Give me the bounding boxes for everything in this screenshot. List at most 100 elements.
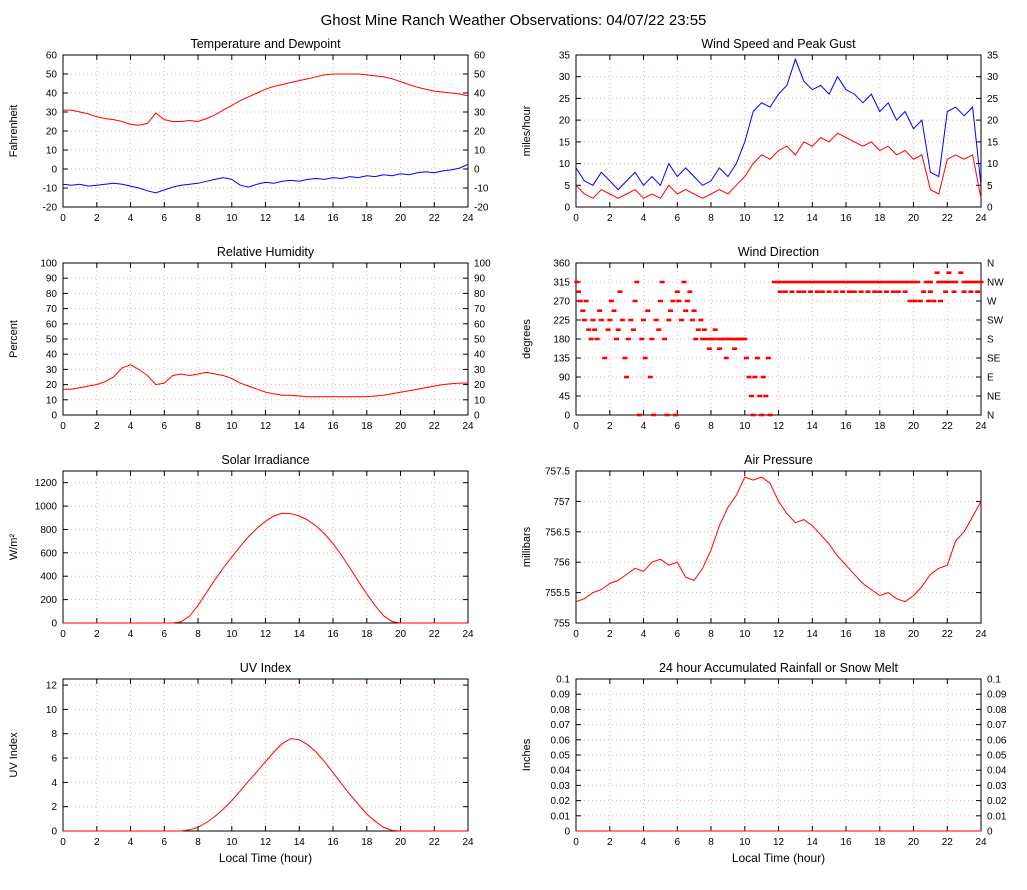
svg-text:50: 50 bbox=[45, 70, 57, 81]
svg-text:4: 4 bbox=[127, 213, 133, 224]
chart-solar-irradiance: Solar Irradiance 0 2 4 6 8 10 12 14 16 18 20 22 24 0 20… bbox=[3, 451, 508, 657]
svg-text:millibars: millibars bbox=[521, 526, 533, 567]
svg-text:35: 35 bbox=[558, 51, 570, 62]
svg-text:2: 2 bbox=[94, 421, 100, 432]
svg-text:0: 0 bbox=[573, 837, 579, 848]
svg-text:10: 10 bbox=[226, 213, 238, 224]
svg-text:30: 30 bbox=[558, 72, 570, 83]
svg-text:0.07: 0.07 bbox=[550, 720, 570, 731]
svg-text:30: 30 bbox=[474, 365, 486, 376]
svg-text:50: 50 bbox=[45, 335, 57, 346]
svg-text:10: 10 bbox=[739, 837, 751, 848]
svg-text:757.5: 757.5 bbox=[544, 467, 569, 478]
svg-text:45: 45 bbox=[558, 392, 570, 403]
chart-temperature-dewpoint: Temperature and Dewpoint 0 2 4 6 8 10 12 14 16 18 2… bbox=[3, 35, 508, 241]
svg-text:2: 2 bbox=[607, 421, 613, 432]
svg-text:40: 40 bbox=[45, 89, 57, 100]
svg-text:Local Time (hour): Local Time (hour) bbox=[731, 851, 824, 865]
svg-text:0: 0 bbox=[60, 837, 66, 848]
svg-text:16: 16 bbox=[327, 421, 339, 432]
svg-text:400: 400 bbox=[40, 572, 57, 583]
svg-text:60: 60 bbox=[45, 319, 57, 330]
svg-text:40: 40 bbox=[474, 350, 486, 361]
svg-text:0: 0 bbox=[564, 411, 570, 422]
svg-text:18: 18 bbox=[874, 629, 886, 640]
svg-text:20: 20 bbox=[394, 629, 406, 640]
svg-text:Solar Irradiance: Solar Irradiance bbox=[221, 453, 309, 467]
svg-text:8: 8 bbox=[708, 421, 714, 432]
page-title: Ghost Mine Ranch Weather Observations: 0… bbox=[320, 12, 707, 29]
svg-text:SE: SE bbox=[987, 354, 1001, 365]
svg-text:Local Time (hour): Local Time (hour) bbox=[218, 851, 311, 865]
svg-text:22: 22 bbox=[428, 421, 440, 432]
svg-text:0.01: 0.01 bbox=[987, 811, 1007, 822]
svg-text:degrees: degrees bbox=[521, 319, 533, 359]
svg-text:6: 6 bbox=[51, 754, 57, 765]
svg-text:60: 60 bbox=[474, 51, 486, 62]
svg-text:-10: -10 bbox=[42, 184, 57, 195]
svg-text:0.06: 0.06 bbox=[987, 735, 1007, 746]
svg-text:14: 14 bbox=[293, 213, 305, 224]
svg-text:0: 0 bbox=[474, 411, 480, 422]
svg-text:22: 22 bbox=[428, 213, 440, 224]
svg-text:Fahrenheit: Fahrenheit bbox=[8, 105, 20, 158]
svg-text:24 hour Accumulated Rainfall o: 24 hour Accumulated Rainfall or Snow Mel… bbox=[658, 661, 898, 675]
svg-text:0: 0 bbox=[51, 411, 57, 422]
svg-text:Air Pressure: Air Pressure bbox=[744, 453, 813, 467]
svg-text:0.02: 0.02 bbox=[987, 796, 1007, 807]
svg-text:Relative Humidity: Relative Humidity bbox=[216, 245, 314, 259]
svg-text:0: 0 bbox=[474, 165, 480, 176]
svg-text:755: 755 bbox=[553, 619, 570, 630]
svg-text:2: 2 bbox=[607, 213, 613, 224]
svg-text:30: 30 bbox=[45, 365, 57, 376]
svg-text:2: 2 bbox=[94, 837, 100, 848]
svg-text:0: 0 bbox=[60, 629, 66, 640]
svg-text:20: 20 bbox=[907, 837, 919, 848]
svg-text:10: 10 bbox=[558, 159, 570, 170]
svg-text:16: 16 bbox=[327, 629, 339, 640]
svg-text:0: 0 bbox=[51, 165, 57, 176]
svg-text:135: 135 bbox=[553, 354, 570, 365]
svg-text:30: 30 bbox=[474, 108, 486, 119]
svg-text:12: 12 bbox=[772, 629, 784, 640]
svg-text:0.1: 0.1 bbox=[987, 675, 1001, 686]
svg-text:10: 10 bbox=[739, 421, 751, 432]
svg-text:35: 35 bbox=[987, 51, 999, 62]
svg-text:40: 40 bbox=[474, 89, 486, 100]
svg-text:14: 14 bbox=[806, 213, 818, 224]
chart-relative-humidity: Relative Humidity 0 2 4 6 8 10 12 14 16 18 20 22 24 0 0… bbox=[3, 243, 508, 449]
svg-text:270: 270 bbox=[553, 297, 570, 308]
svg-text:4: 4 bbox=[127, 421, 133, 432]
svg-text:2: 2 bbox=[607, 837, 613, 848]
svg-text:20: 20 bbox=[987, 116, 999, 127]
svg-text:18: 18 bbox=[874, 421, 886, 432]
svg-text:60: 60 bbox=[474, 319, 486, 330]
svg-text:8: 8 bbox=[51, 729, 57, 740]
svg-text:757: 757 bbox=[553, 497, 570, 508]
svg-text:22: 22 bbox=[941, 213, 953, 224]
svg-text:90: 90 bbox=[558, 373, 570, 384]
svg-text:N: N bbox=[987, 259, 994, 270]
svg-text:20: 20 bbox=[474, 380, 486, 391]
svg-text:0.04: 0.04 bbox=[550, 766, 570, 777]
svg-text:14: 14 bbox=[806, 629, 818, 640]
svg-text:200: 200 bbox=[40, 595, 57, 606]
svg-text:8: 8 bbox=[195, 421, 201, 432]
svg-text:0.07: 0.07 bbox=[987, 720, 1007, 731]
svg-text:315: 315 bbox=[553, 278, 570, 289]
svg-text:756: 756 bbox=[553, 558, 570, 569]
svg-text:12: 12 bbox=[772, 213, 784, 224]
svg-text:22: 22 bbox=[941, 629, 953, 640]
svg-text:20: 20 bbox=[394, 213, 406, 224]
svg-text:15: 15 bbox=[987, 137, 999, 148]
svg-text:4: 4 bbox=[127, 629, 133, 640]
svg-text:756.5: 756.5 bbox=[544, 527, 569, 538]
svg-text:16: 16 bbox=[840, 213, 852, 224]
svg-text:70: 70 bbox=[474, 304, 486, 315]
svg-text:14: 14 bbox=[806, 421, 818, 432]
weather-dashboard: Ghost Mine Ranch Weather Observations: 0… bbox=[0, 12, 1027, 865]
